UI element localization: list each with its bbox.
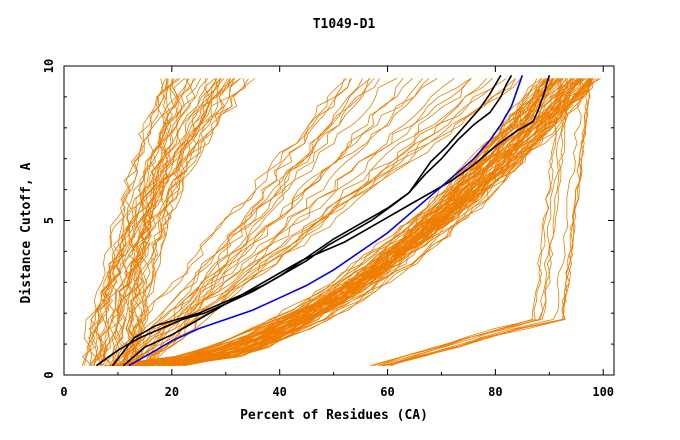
lower-right-bundle-line <box>138 78 601 367</box>
lower-right-bundle-line <box>117 78 590 367</box>
lower-right-bundle-line <box>120 78 589 367</box>
lower-right-bundle-line <box>119 78 591 367</box>
x-tick-label: 40 <box>272 385 286 399</box>
lower-right-bundle-line <box>148 78 554 367</box>
y-tick-label: 10 <box>42 59 56 73</box>
x-tick-label: 20 <box>165 385 179 399</box>
steep-left-bundle-line <box>86 78 235 366</box>
x-tick-label: 60 <box>380 385 394 399</box>
lower-right-bundle-line <box>169 78 553 367</box>
mid-spread-line <box>130 78 352 366</box>
steep-left-bundle-line <box>88 78 166 367</box>
steep-left-bundle-line <box>116 78 196 367</box>
mid-spread-line <box>115 78 471 367</box>
highlight-2-line <box>111 74 513 367</box>
lower-right-bundle-line <box>133 78 538 367</box>
right-edge-bundle-line <box>387 78 591 367</box>
lower-right-bundle-line <box>146 78 573 367</box>
y-tick-label: 5 <box>42 217 56 224</box>
right-edge-bundle-line <box>369 78 571 367</box>
right-edge-bundle-line <box>377 78 574 367</box>
lower-right-bundle-line <box>125 78 590 367</box>
mid-spread-line <box>116 78 381 366</box>
x-tick-label: 80 <box>488 385 502 399</box>
mid-spread-line <box>108 78 345 366</box>
x-tick-label: 0 <box>60 385 67 399</box>
chart-title: T1049-D1 <box>313 17 376 32</box>
steep-left-bundle-line <box>110 78 207 366</box>
mid-spread-line <box>149 78 507 366</box>
lower-right-bundle-line <box>146 78 554 367</box>
lower-right-bundle-line <box>116 78 592 367</box>
mid-spread-line <box>128 78 397 367</box>
lower-right-bundle-line <box>156 78 575 367</box>
lower-right-bundle-line <box>168 78 594 367</box>
y-tick-label: 0 <box>42 371 56 378</box>
steep-left-bundle-line <box>112 78 236 366</box>
lower-right-bundle-line <box>151 78 551 367</box>
lower-right-bundle-line <box>136 78 554 367</box>
lower-right-bundle-line <box>119 78 597 367</box>
lower-right-bundle-line <box>169 78 550 367</box>
lower-right-bundle-line <box>105 78 554 367</box>
lower-right-bundle-line <box>158 78 548 367</box>
steep-left-bundle-line <box>124 78 169 366</box>
steep-left-bundle-line <box>99 78 197 366</box>
steep-left-bundle-line <box>99 78 189 366</box>
mid-spread-line <box>147 78 455 366</box>
lower-right-bundle-line <box>167 78 594 367</box>
mid-spread-line <box>122 78 370 366</box>
lower-right-bundle-line <box>184 78 547 367</box>
series-layer <box>81 74 601 367</box>
steep-left-bundle-line <box>91 78 192 366</box>
lower-right-bundle-line <box>173 78 594 367</box>
steep-left-bundle-line <box>81 78 234 366</box>
steep-left-bundle-line <box>102 78 256 366</box>
right-edge-bundle-line <box>372 78 564 367</box>
lower-right-bundle-line <box>162 78 558 367</box>
y-axis-label: Distance Cutoff, A <box>19 162 34 303</box>
right-edge-bundle-line <box>383 78 585 367</box>
steep-left-bundle-line <box>122 78 241 366</box>
highlight-blue-line <box>128 75 524 367</box>
lower-right-bundle-line <box>162 78 543 367</box>
lower-right-bundle-line <box>126 78 559 367</box>
lower-right-bundle-line <box>176 78 563 367</box>
steep-left-bundle-line <box>93 78 168 366</box>
mid-spread-line <box>102 78 347 366</box>
right-edge-bundle-line <box>377 78 569 367</box>
x-tick-label: 100 <box>592 385 614 399</box>
lower-right-bundle-line <box>152 78 548 367</box>
mid-spread-line <box>134 78 413 366</box>
steep-left-bundle-line <box>134 78 219 366</box>
lower-right-bundle-line <box>151 78 563 367</box>
highlight-3-line <box>122 75 551 367</box>
tick-layer: 0 20 40 60 80 100 0 5 10 <box>42 59 614 399</box>
mid-spread-line <box>128 78 351 366</box>
steep-left-bundle-line <box>131 78 190 366</box>
steep-left-bundle-line <box>112 78 181 366</box>
steep-left-bundle-line <box>122 78 241 366</box>
lower-right-bundle-line <box>106 78 545 367</box>
mid-spread-line <box>142 78 517 367</box>
x-axis-label: Percent of Residues (CA) <box>240 408 428 423</box>
highlight-1-line <box>95 74 502 367</box>
lower-right-bundle-line <box>143 78 547 367</box>
